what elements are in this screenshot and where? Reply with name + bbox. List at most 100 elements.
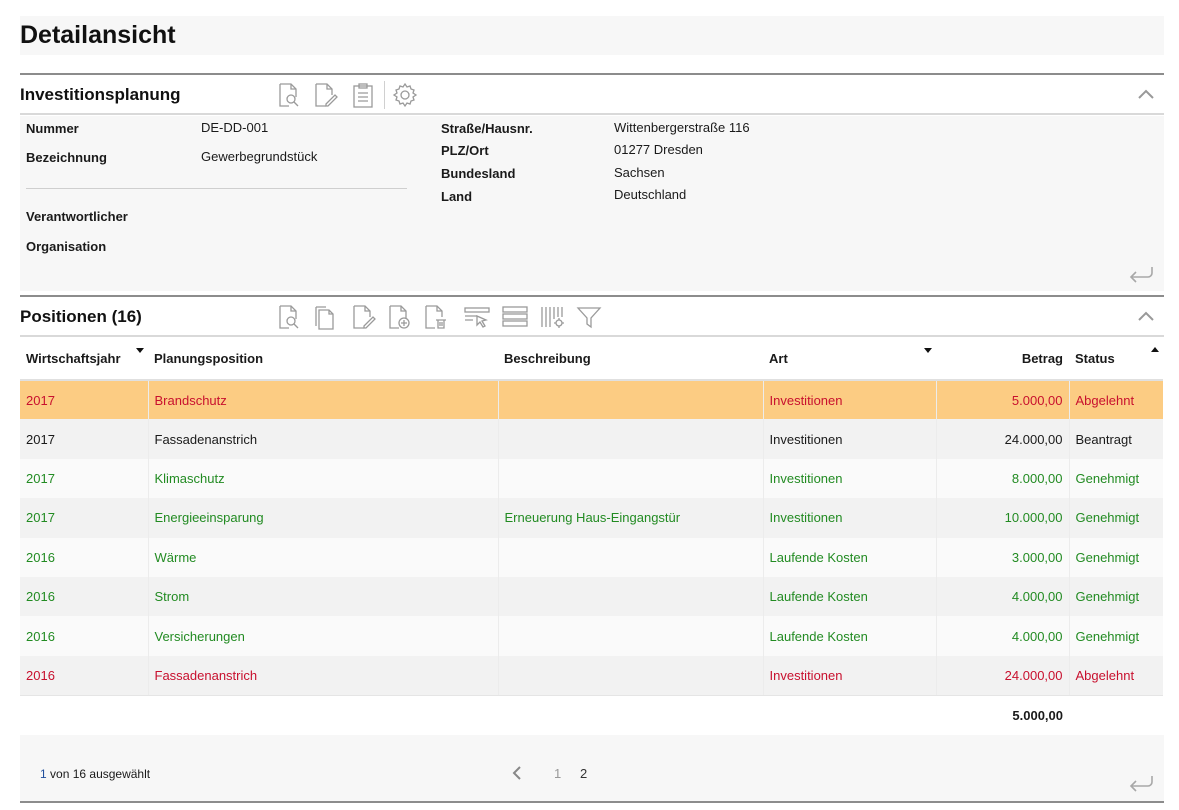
column-label: Wirtschaftsjahr bbox=[26, 351, 121, 366]
cell-beschreibung bbox=[498, 380, 764, 420]
edit-icon[interactable] bbox=[350, 304, 376, 330]
field-value-strasse: Wittenbergerstraße 116 bbox=[614, 120, 750, 135]
column-header-beschreibung[interactable]: Beschreibung bbox=[498, 338, 763, 381]
view-icon[interactable] bbox=[276, 82, 302, 108]
column-label: Betrag bbox=[1021, 351, 1063, 366]
field-label-land: Land bbox=[441, 189, 473, 204]
previous-page-icon[interactable] bbox=[510, 765, 524, 781]
cell-planungsposition: Wärme bbox=[148, 537, 499, 577]
cell-status: Abgelehnt bbox=[1069, 380, 1163, 420]
add-icon[interactable] bbox=[386, 304, 412, 330]
table-row[interactable]: 2016 Wärme Laufende Kosten 3.000,00 Genehmig… bbox=[20, 537, 1163, 577]
cell-wirtschaftsjahr: 2017 bbox=[20, 419, 149, 459]
field-value-plz-ort: 01277 Dresden bbox=[614, 142, 703, 157]
column-header-betrag[interactable]: Betrag bbox=[936, 338, 1069, 381]
cell-status: Genehmigt bbox=[1069, 498, 1163, 538]
table-header-row: Wirtschaftsjahr Planungsposition Beschre… bbox=[20, 338, 1163, 381]
cell-art: Investitionen bbox=[763, 458, 937, 499]
cell-betrag: 24.000,00 bbox=[936, 419, 1070, 459]
collapse-positionen-button[interactable] bbox=[1136, 307, 1156, 327]
bottom-divider bbox=[20, 801, 1164, 803]
selected-text: von 16 ausgewählt bbox=[50, 767, 151, 781]
sum-row: 5.000,00 bbox=[20, 695, 1163, 735]
field-value-bezeichnung: Gewerbegrundstück bbox=[201, 149, 318, 164]
field-label-nummer: Nummer bbox=[26, 121, 79, 136]
cell-art: Investitionen bbox=[763, 380, 937, 420]
table-row[interactable]: 2017 Klimaschutz Investitionen 8.000,00 Gene… bbox=[20, 458, 1163, 499]
cell-betrag: 3.000,00 bbox=[936, 537, 1070, 577]
positionen-section-title: Positionen (16) bbox=[20, 307, 142, 326]
cell-betrag: 10.000,00 bbox=[936, 498, 1070, 538]
cell-status: Genehmigt bbox=[1069, 616, 1163, 656]
page-1-link[interactable]: 1 bbox=[554, 766, 562, 781]
clipboard-icon[interactable] bbox=[350, 82, 376, 108]
positionen-table: Wirtschaftsjahr Planungsposition Beschre… bbox=[20, 338, 1163, 696]
cell-planungsposition: Brandschutz bbox=[148, 380, 499, 420]
column-header-art[interactable]: Art bbox=[763, 338, 936, 381]
cell-art: Investitionen bbox=[763, 419, 937, 459]
collapse-investition-button[interactable] bbox=[1136, 85, 1156, 105]
columns-settings-icon[interactable] bbox=[540, 304, 566, 330]
cell-beschreibung bbox=[498, 616, 764, 656]
cell-beschreibung bbox=[498, 458, 764, 499]
return-icon[interactable] bbox=[1126, 773, 1156, 795]
settings-icon[interactable] bbox=[392, 82, 418, 108]
edit-icon[interactable] bbox=[312, 82, 338, 108]
toolbar-separator bbox=[384, 81, 385, 109]
field-label-organisation: Organisation bbox=[26, 239, 107, 254]
column-label: Beschreibung bbox=[504, 351, 591, 366]
cell-betrag: 8.000,00 bbox=[936, 458, 1070, 499]
positionen-section-header: Positionen (16) bbox=[20, 295, 1164, 337]
field-label-strasse: Straße/Hausnr. bbox=[441, 121, 533, 136]
cell-wirtschaftsjahr: 2017 bbox=[20, 458, 149, 499]
table-row[interactable]: 2016 Versicherungen Laufende Kosten 4.000,0… bbox=[20, 616, 1163, 656]
table-row[interactable]: 2016 Strom Laufende Kosten 4.000,00 Genehmig… bbox=[20, 576, 1163, 617]
rows-icon[interactable] bbox=[502, 304, 528, 330]
column-label: Art bbox=[769, 351, 788, 366]
cell-status: Abgelehnt bbox=[1069, 655, 1163, 696]
filter-icon[interactable] bbox=[576, 304, 602, 330]
info-divider bbox=[26, 188, 407, 189]
field-label-verantwortlicher: Verantwortlicher bbox=[26, 209, 128, 224]
selection-info: 1 von 16 ausgewählt bbox=[40, 767, 150, 781]
sort-asc-icon bbox=[1151, 347, 1159, 352]
investition-section-header: Investitionsplanung bbox=[20, 73, 1164, 115]
table-row[interactable]: 2016 Fassadenanstrich Investitionen 24.000,… bbox=[20, 655, 1163, 696]
cell-wirtschaftsjahr: 2016 bbox=[20, 655, 149, 696]
field-label-bezeichnung: Bezeichnung bbox=[26, 150, 107, 165]
sort-desc-icon bbox=[924, 348, 932, 353]
column-label: Status bbox=[1075, 351, 1115, 366]
copy-icon[interactable] bbox=[312, 304, 338, 330]
cell-betrag: 4.000,00 bbox=[936, 576, 1070, 617]
page-2-link[interactable]: 2 bbox=[580, 766, 588, 781]
delete-icon[interactable] bbox=[422, 304, 448, 330]
cell-beschreibung bbox=[498, 537, 764, 577]
cell-planungsposition: Fassadenanstrich bbox=[148, 655, 499, 696]
select-row-icon[interactable] bbox=[464, 304, 490, 330]
return-icon[interactable] bbox=[1126, 264, 1156, 286]
selected-count: 1 bbox=[40, 767, 47, 781]
table-row[interactable]: 2017 Fassadenanstrich Investitionen 24.000,… bbox=[20, 419, 1163, 459]
cell-beschreibung bbox=[498, 419, 764, 459]
cell-wirtschaftsjahr: 2016 bbox=[20, 616, 149, 656]
investition-details: Nummer DE-DD-001 Bezeichnung Gewerbegrun… bbox=[20, 116, 1164, 291]
cell-planungsposition: Energieeinsparung bbox=[148, 498, 499, 538]
column-label: Planungsposition bbox=[154, 351, 264, 366]
view-icon[interactable] bbox=[276, 304, 302, 330]
sum-value: 5.000,00 bbox=[1012, 708, 1063, 723]
cell-status: Genehmigt bbox=[1069, 537, 1163, 577]
cell-art: Investitionen bbox=[763, 655, 937, 696]
cell-art: Laufende Kosten bbox=[763, 537, 937, 577]
table-row[interactable]: 2017 Energieeinsparung Erneuerung Haus-Ein… bbox=[20, 498, 1163, 538]
column-header-wirtschaftsjahr[interactable]: Wirtschaftsjahr bbox=[20, 338, 148, 381]
table-row[interactable]: 2017 Brandschutz Investitionen 5.000,00 Abge… bbox=[20, 380, 1163, 420]
column-header-status[interactable]: Status bbox=[1069, 338, 1163, 381]
cell-status: Beantragt bbox=[1069, 419, 1163, 459]
field-value-land: Deutschland bbox=[614, 187, 687, 202]
column-header-planungsposition[interactable]: Planungsposition bbox=[148, 338, 498, 381]
investition-section-title: Investitionsplanung bbox=[20, 85, 181, 104]
cell-planungsposition: Versicherungen bbox=[148, 616, 499, 656]
cell-wirtschaftsjahr: 2016 bbox=[20, 537, 149, 577]
cell-betrag: 5.000,00 bbox=[936, 380, 1070, 420]
field-value-nummer: DE-DD-001 bbox=[201, 120, 269, 135]
